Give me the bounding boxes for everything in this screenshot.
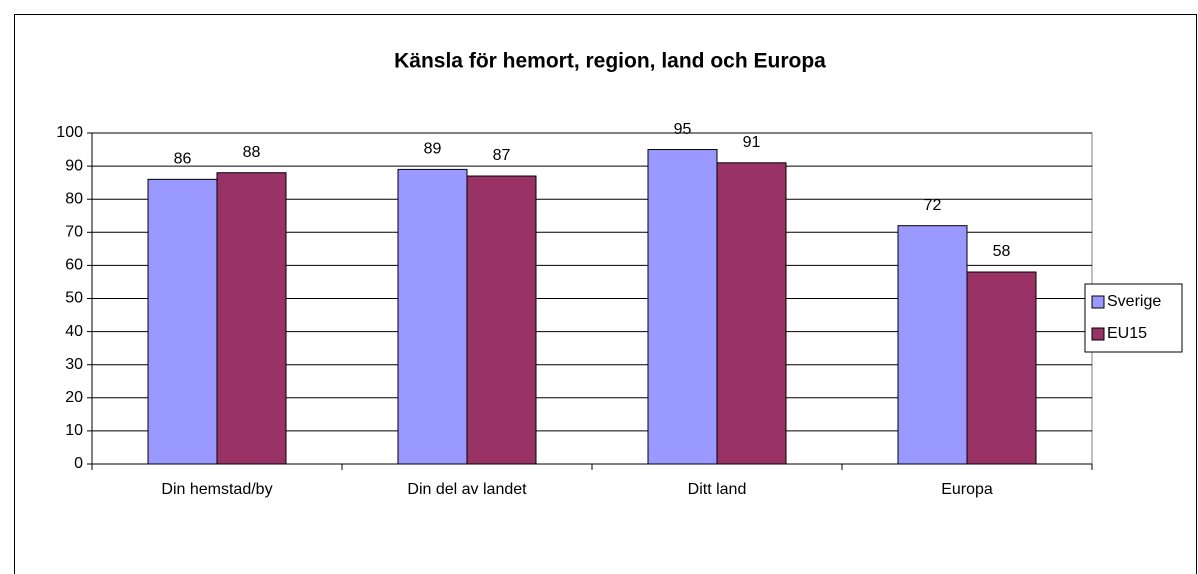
value-label: 86	[174, 151, 192, 168]
x-tick-label: Din hemstad/by	[161, 481, 272, 498]
bar	[147, 178, 218, 465]
y-tick-label: 90	[65, 157, 83, 174]
legend	[1084, 283, 1183, 353]
value-label: 95	[674, 121, 692, 138]
y-tick-label: 80	[65, 190, 83, 207]
bar	[466, 175, 537, 465]
bar	[716, 162, 787, 465]
y-tick-label: 60	[65, 257, 83, 274]
value-label: 89	[424, 141, 442, 158]
value-label: 58	[993, 243, 1011, 260]
y-tick-label: 10	[65, 422, 83, 439]
chart-title: Känsla för hemort, region, land och Euro…	[394, 50, 826, 73]
legend-swatch	[1091, 295, 1105, 309]
x-tick-label: Din del av landet	[407, 481, 527, 498]
value-label: 72	[924, 197, 942, 214]
x-tick-label: Europa	[941, 481, 993, 498]
x-tick-label: Ditt land	[688, 481, 747, 498]
bar	[647, 149, 718, 465]
y-tick-label: 50	[65, 290, 83, 307]
y-tick-label: 70	[65, 224, 83, 241]
bar	[397, 168, 468, 465]
bar	[966, 271, 1037, 465]
value-label: 91	[743, 134, 761, 151]
value-label: 87	[493, 147, 511, 164]
y-tick-label: 100	[56, 124, 83, 141]
legend-label: Sverige	[1107, 293, 1161, 310]
y-tick-label: 30	[65, 356, 83, 373]
y-tick-label: 0	[74, 455, 83, 472]
legend-label: EU15	[1107, 325, 1147, 342]
y-tick-label: 20	[65, 389, 83, 406]
legend-swatch	[1091, 327, 1105, 341]
bar	[897, 225, 968, 465]
value-label: 88	[243, 144, 261, 161]
y-tick-label: 40	[65, 323, 83, 340]
bar	[216, 172, 287, 465]
